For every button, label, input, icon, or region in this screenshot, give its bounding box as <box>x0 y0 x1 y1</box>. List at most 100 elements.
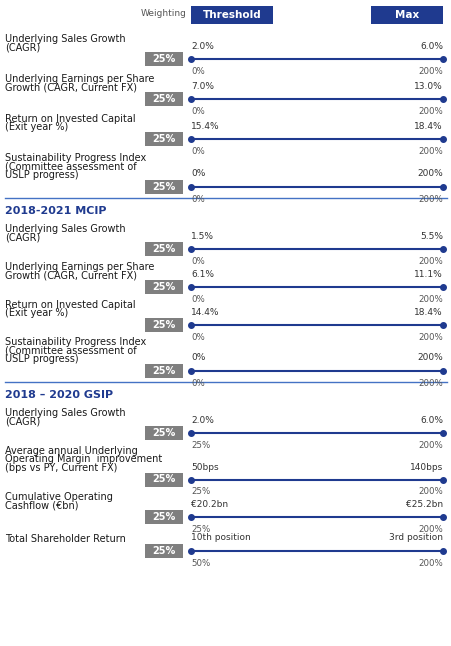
Text: 25%: 25% <box>152 134 175 144</box>
Text: (Exit year %): (Exit year %) <box>5 309 68 318</box>
Text: 0%: 0% <box>191 107 204 116</box>
Text: USLP progress): USLP progress) <box>5 170 78 180</box>
Text: 6.0%: 6.0% <box>419 42 442 51</box>
Text: Total Shareholder Return: Total Shareholder Return <box>5 534 125 544</box>
Text: 15.4%: 15.4% <box>191 122 219 131</box>
Text: 200%: 200% <box>417 257 442 266</box>
Text: 18.4%: 18.4% <box>414 308 442 317</box>
Text: 200%: 200% <box>417 333 442 342</box>
FancyBboxPatch shape <box>145 543 183 557</box>
Text: 2018-2021 MCIP: 2018-2021 MCIP <box>5 206 106 216</box>
Text: 0%: 0% <box>191 333 204 342</box>
Text: 5.5%: 5.5% <box>419 232 442 241</box>
Text: 0%: 0% <box>191 379 204 388</box>
FancyBboxPatch shape <box>145 132 183 146</box>
Text: 1.5%: 1.5% <box>191 232 213 241</box>
Text: 6.1%: 6.1% <box>191 270 213 279</box>
Text: 140bps: 140bps <box>409 463 442 472</box>
Text: 200%: 200% <box>417 67 442 76</box>
FancyBboxPatch shape <box>370 6 442 24</box>
Text: Underlying Sales Growth: Underlying Sales Growth <box>5 34 125 44</box>
Text: 25%: 25% <box>191 525 210 534</box>
Text: 25%: 25% <box>152 366 175 375</box>
Text: Weighting: Weighting <box>141 10 187 19</box>
Text: 25%: 25% <box>152 428 175 438</box>
Text: 25%: 25% <box>152 545 175 556</box>
Text: 25%: 25% <box>152 94 175 104</box>
Text: (CAGR): (CAGR) <box>5 233 40 242</box>
Text: Cashflow (€bn): Cashflow (€bn) <box>5 501 78 510</box>
Text: 13.0%: 13.0% <box>413 82 442 91</box>
Text: Underlying Earnings per Share: Underlying Earnings per Share <box>5 262 154 272</box>
Text: 0%: 0% <box>191 67 204 76</box>
Text: Operating Margin  improvement: Operating Margin improvement <box>5 455 162 464</box>
FancyBboxPatch shape <box>191 6 272 24</box>
Text: (CAGR): (CAGR) <box>5 43 40 52</box>
Text: 200%: 200% <box>417 559 442 567</box>
Text: 2018 – 2020 GSIP: 2018 – 2020 GSIP <box>5 390 113 400</box>
Text: Average annual Underlying: Average annual Underlying <box>5 446 138 456</box>
Text: 2.0%: 2.0% <box>191 42 213 51</box>
Text: (Committee assessment of: (Committee assessment of <box>5 162 136 171</box>
Text: (Exit year %): (Exit year %) <box>5 123 68 132</box>
Text: 0%: 0% <box>191 257 204 266</box>
Text: €25.2bn: €25.2bn <box>405 500 442 509</box>
Text: Max: Max <box>394 10 418 20</box>
Text: 18.4%: 18.4% <box>414 122 442 131</box>
Text: 7.0%: 7.0% <box>191 82 213 91</box>
Text: 10th position: 10th position <box>191 534 250 543</box>
Text: 200%: 200% <box>417 488 442 497</box>
Text: (Committee assessment of: (Committee assessment of <box>5 346 136 355</box>
Text: 25%: 25% <box>152 182 175 191</box>
Text: Growth (CAGR, Current FX): Growth (CAGR, Current FX) <box>5 83 137 92</box>
Text: 2.0%: 2.0% <box>191 416 213 425</box>
Text: 25%: 25% <box>152 244 175 254</box>
Text: 50%: 50% <box>191 559 210 567</box>
Text: 200%: 200% <box>417 194 442 203</box>
Text: (bps vs PY, Current FX): (bps vs PY, Current FX) <box>5 463 117 473</box>
FancyBboxPatch shape <box>145 92 183 106</box>
Text: 25%: 25% <box>152 475 175 484</box>
Text: 200%: 200% <box>417 107 442 116</box>
FancyBboxPatch shape <box>145 242 183 256</box>
FancyBboxPatch shape <box>145 180 183 194</box>
Text: 200%: 200% <box>417 525 442 534</box>
Text: 200%: 200% <box>417 379 442 388</box>
Text: 0%: 0% <box>191 169 205 178</box>
Text: Return on Invested Capital: Return on Invested Capital <box>5 300 135 310</box>
Text: 200%: 200% <box>416 169 442 178</box>
Text: 25%: 25% <box>152 54 175 64</box>
Text: 14.4%: 14.4% <box>191 308 219 317</box>
Text: (CAGR): (CAGR) <box>5 417 40 426</box>
FancyBboxPatch shape <box>145 280 183 294</box>
Text: 25%: 25% <box>152 320 175 330</box>
Text: 25%: 25% <box>152 512 175 522</box>
Text: Return on Invested Capital: Return on Invested Capital <box>5 114 135 124</box>
FancyBboxPatch shape <box>145 472 183 486</box>
Text: 3rd position: 3rd position <box>388 534 442 543</box>
Text: Sustainability Progress Index: Sustainability Progress Index <box>5 153 146 163</box>
Text: Underlying Earnings per Share: Underlying Earnings per Share <box>5 74 154 84</box>
Text: 25%: 25% <box>152 282 175 292</box>
Text: Sustainability Progress Index: Sustainability Progress Index <box>5 337 146 347</box>
FancyBboxPatch shape <box>145 426 183 440</box>
Text: Underlying Sales Growth: Underlying Sales Growth <box>5 224 125 234</box>
FancyBboxPatch shape <box>145 364 183 377</box>
FancyBboxPatch shape <box>145 52 183 66</box>
Text: €20.2bn: €20.2bn <box>191 500 228 509</box>
Text: 0%: 0% <box>191 353 205 362</box>
Text: USLP progress): USLP progress) <box>5 354 78 364</box>
Text: 25%: 25% <box>191 488 210 497</box>
Text: 50bps: 50bps <box>191 463 218 472</box>
Text: Threshold: Threshold <box>202 10 261 20</box>
FancyBboxPatch shape <box>145 510 183 524</box>
Text: 0%: 0% <box>191 147 204 156</box>
Text: 25%: 25% <box>191 441 210 450</box>
Text: Cumulative Operating: Cumulative Operating <box>5 492 113 502</box>
Text: Growth (CAGR, Current FX): Growth (CAGR, Current FX) <box>5 271 137 280</box>
Text: 200%: 200% <box>417 295 442 304</box>
Text: Underlying Sales Growth: Underlying Sales Growth <box>5 408 125 418</box>
Text: 6.0%: 6.0% <box>419 416 442 425</box>
Text: 0%: 0% <box>191 194 204 203</box>
Text: 11.1%: 11.1% <box>413 270 442 279</box>
